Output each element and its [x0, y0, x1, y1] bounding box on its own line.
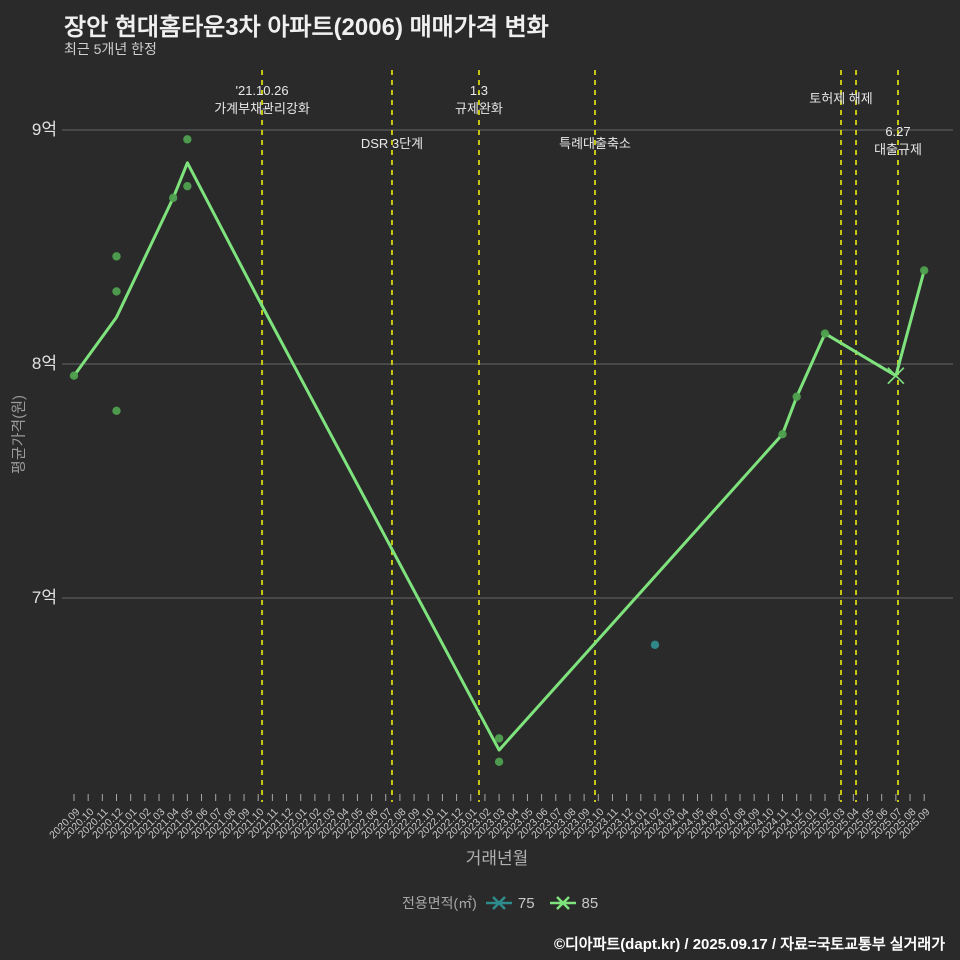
x-axis-ticks [73, 794, 925, 801]
event-annotation: '21.10.26 가계부채관리강화 [214, 82, 310, 118]
transaction-dot [112, 406, 121, 415]
event-annotation: 특례대출축소 [559, 135, 631, 153]
legend-label: 85 [581, 894, 599, 912]
transaction-dot [168, 193, 178, 203]
transaction-dot [778, 430, 787, 439]
legend-title: 전용면적(㎡) [402, 895, 477, 911]
event-lines [261, 70, 899, 802]
legend-label: 75 [517, 894, 535, 912]
event-annotation-line: 규제완화 [455, 101, 503, 116]
legend-line-x-marker-icon [549, 896, 576, 910]
transaction-dot [820, 329, 830, 338]
transaction-dot [650, 640, 660, 649]
event-annotation-line: 6.27 [885, 124, 911, 139]
event-annotation-line: '21.10.26 [235, 83, 289, 98]
chart-title: 장안 현대홈타운3차 아파트(2006) 매매가격 변화 [64, 14, 549, 41]
event-annotation-line: 특례대출축소 [559, 136, 631, 151]
event-annotation-line: DSR 3단계 [360, 136, 424, 151]
legend: 전용면적(㎡) 75 85 [402, 893, 598, 913]
transaction-dot [112, 252, 121, 261]
event-annotation: 6.27 대출규제 [874, 123, 922, 159]
series-75 [650, 640, 660, 649]
transaction-dot [920, 266, 929, 275]
event-annotation-line: 대출규제 [874, 142, 922, 157]
series-85-line [72, 161, 926, 752]
gridlines [62, 129, 953, 599]
y-tick-label: 9억 [31, 120, 57, 139]
y-axis-title: 평균가격(원) [10, 395, 28, 474]
event-annotation-line: 1.3 [469, 83, 488, 98]
y-tick-label: 8억 [31, 354, 57, 373]
footer-credit: ©디아파트(dapt.kr) / 2025.09.17 / 자료=국토교통부 실… [553, 936, 945, 953]
transaction-dot [183, 181, 192, 191]
chart-subtitle: 최근 5개년 한정 [64, 41, 157, 57]
latest-x-marker [887, 367, 905, 385]
event-annotation-line: 가계부채관리강화 [214, 101, 310, 116]
event-annotation: 토허제 해제 [809, 90, 872, 108]
y-tick-label: 7억 [31, 588, 57, 607]
transaction-dot [494, 734, 504, 743]
transaction-dot [792, 392, 801, 401]
transaction-dot [112, 287, 121, 296]
x-axis-title: 거래년월 [465, 849, 529, 868]
transaction-dot [494, 757, 504, 766]
legend-entries: 75 85 [485, 895, 598, 912]
transaction-dot [69, 371, 79, 380]
series-85 [69, 135, 929, 766]
legend-entry-85: 85 [549, 894, 599, 912]
event-annotation-line: 토허제 해제 [809, 91, 873, 106]
legend-line-x-marker-icon [485, 896, 512, 910]
legend-entry-75: 75 [485, 895, 535, 912]
event-annotation: DSR 3단계 [361, 135, 423, 153]
transaction-dot [183, 135, 192, 144]
event-annotation: 1.3 규제완화 [455, 82, 503, 118]
